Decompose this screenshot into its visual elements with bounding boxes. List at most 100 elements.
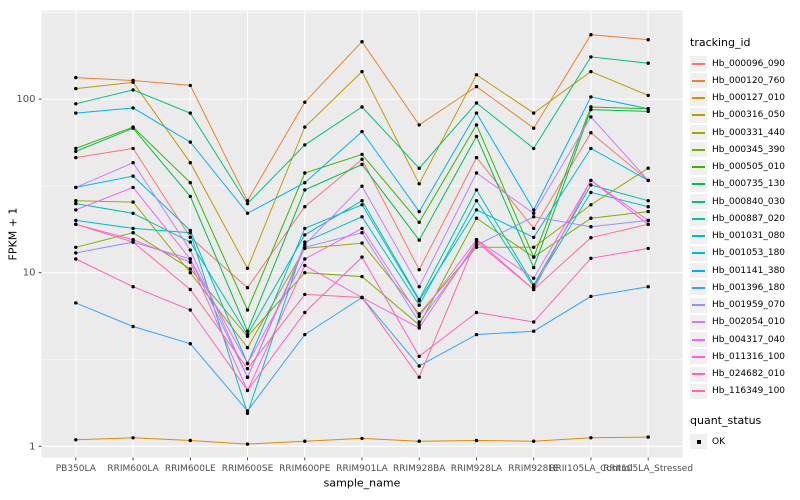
legend-label: Hb_116349_100 — [712, 386, 786, 397]
data-point — [360, 231, 364, 235]
data-point — [360, 105, 364, 109]
data-point — [646, 222, 650, 226]
data-point — [417, 299, 421, 303]
data-point — [474, 101, 479, 105]
legend-item-Hb_001031_080: Hb_001031_080 — [690, 228, 798, 245]
legend-item-Hb_000316_050: Hb_000316_050 — [690, 107, 798, 124]
data-point — [245, 199, 250, 203]
data-point — [188, 235, 192, 239]
legend-label: Hb_000887_020 — [712, 213, 786, 224]
data-point — [74, 111, 78, 115]
legend-line-icon — [692, 148, 705, 151]
data-point — [532, 146, 536, 151]
data-point — [245, 411, 250, 415]
data-point — [131, 211, 135, 215]
data-point — [532, 111, 536, 115]
data-point — [360, 69, 364, 74]
data-point — [303, 100, 307, 104]
data-point — [131, 231, 135, 235]
data-point — [646, 246, 650, 251]
data-point — [131, 126, 135, 130]
data-point — [245, 201, 250, 206]
data-point — [589, 294, 593, 299]
data-point — [417, 166, 421, 170]
data-point — [360, 436, 364, 441]
legend-key-swatch — [690, 56, 707, 72]
data-point — [360, 274, 364, 279]
data-point — [474, 155, 479, 160]
legend-key-swatch — [690, 142, 707, 158]
data-point — [303, 263, 307, 268]
data-point — [417, 439, 421, 443]
data-point — [188, 267, 192, 271]
legend-item-Hb_001959_070: Hb_001959_070 — [690, 297, 798, 314]
legend-key-swatch — [690, 349, 707, 365]
legend-key-swatch — [690, 159, 707, 175]
legend-item-Hb_000096_090: Hb_000096_090 — [690, 55, 798, 72]
legend-key-swatch — [690, 366, 707, 382]
legend-item-Hb_000887_020: Hb_000887_020 — [690, 210, 798, 227]
data-point — [646, 107, 650, 111]
legend-key-swatch — [690, 280, 707, 296]
data-point — [360, 199, 364, 203]
data-point — [474, 240, 479, 244]
data-point — [360, 203, 364, 207]
data-point — [303, 292, 307, 297]
y-tick-label: 100 — [16, 94, 35, 105]
data-point — [589, 55, 593, 59]
data-point — [589, 216, 593, 220]
data-point — [532, 235, 536, 239]
data-point — [532, 439, 536, 443]
data-point — [417, 364, 421, 368]
data-point — [589, 236, 593, 240]
legend-item-Hb_116349_100: Hb_116349_100 — [690, 383, 798, 400]
data-point — [303, 271, 307, 275]
data-point — [131, 240, 135, 244]
legend-line-icon — [692, 286, 705, 289]
data-point — [532, 320, 536, 324]
legend-label: Hb_001959_070 — [712, 300, 786, 311]
y-tick-label: 1 — [29, 441, 35, 452]
legend-label: Hb_000120_760 — [712, 75, 786, 86]
data-point — [188, 240, 192, 244]
legend-line-icon — [692, 338, 705, 341]
data-point — [245, 409, 250, 413]
point-marker-icon — [696, 439, 701, 444]
data-point — [74, 75, 78, 80]
data-point — [188, 181, 192, 185]
legend-item-Hb_000127_010: Hb_000127_010 — [690, 90, 798, 107]
data-point — [74, 155, 78, 160]
x-tick-label: RRIM600SE — [222, 464, 274, 474]
data-point — [474, 310, 479, 315]
data-point — [188, 260, 192, 264]
data-point — [131, 324, 135, 329]
legend-line-icon — [692, 62, 705, 65]
data-point — [303, 233, 307, 237]
data-point — [245, 375, 250, 379]
data-point — [131, 80, 135, 85]
legend-line-icon — [692, 252, 705, 255]
data-point — [589, 256, 593, 260]
legend-key-swatch — [690, 73, 707, 89]
data-point — [245, 211, 250, 215]
legend-item-Hb_000505_010: Hb_000505_010 — [690, 159, 798, 176]
data-point — [303, 332, 307, 337]
legend-quant-item: OK — [690, 433, 798, 450]
data-point — [245, 367, 250, 371]
data-point — [303, 226, 307, 231]
data-point — [646, 205, 650, 209]
legend-label: Hb_000840_030 — [712, 196, 786, 207]
legend-key-swatch — [690, 314, 707, 330]
data-point — [74, 149, 78, 154]
data-point — [245, 286, 250, 290]
data-point — [474, 199, 479, 203]
data-point — [532, 276, 536, 280]
data-point — [131, 185, 135, 190]
data-point — [646, 61, 650, 65]
data-point — [188, 248, 192, 252]
legend-item-Hb_000120_760: Hb_000120_760 — [690, 72, 798, 89]
data-point — [589, 225, 593, 229]
data-point — [474, 243, 479, 247]
data-point — [589, 178, 593, 183]
data-point — [303, 171, 307, 175]
